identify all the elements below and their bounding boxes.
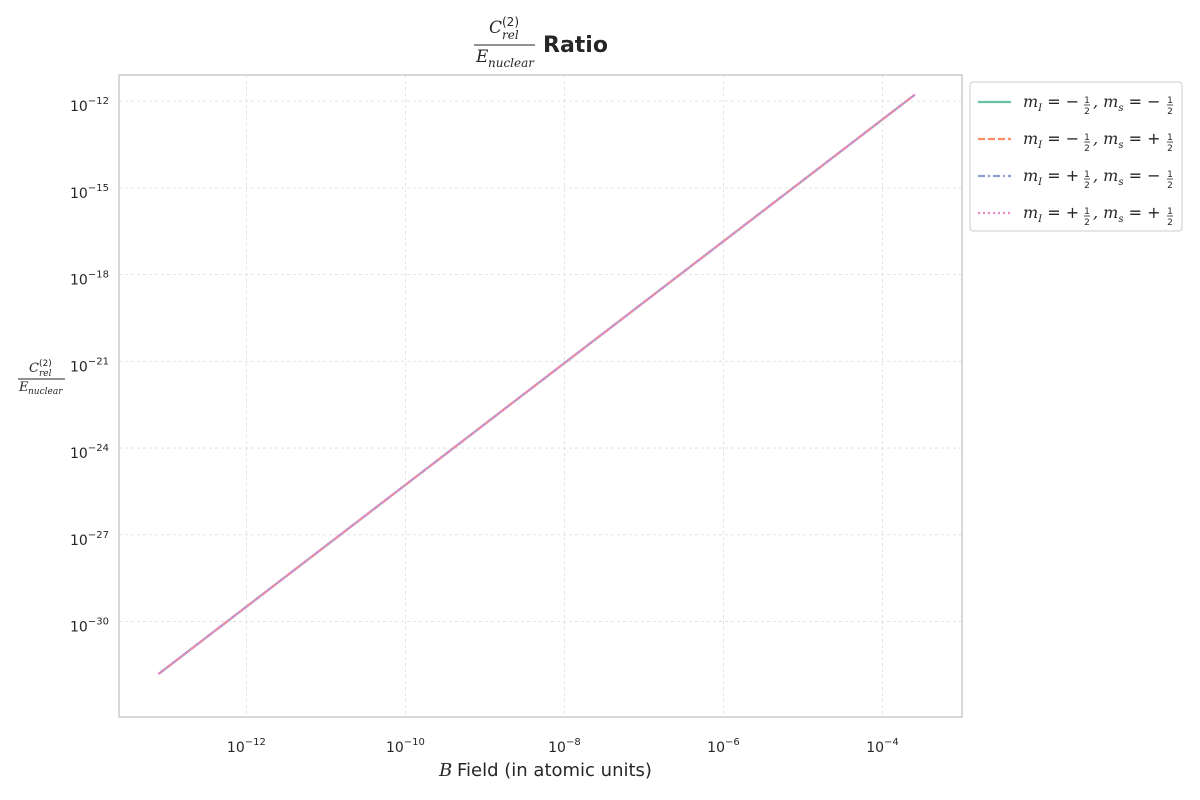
legend-entry-3: mI = +12, ms = −12 xyxy=(978,166,1173,191)
title-suffix: Ratio xyxy=(543,33,608,58)
xlabel-text: Field (in atomic units) xyxy=(457,760,652,781)
half-numerator: 1 xyxy=(1167,207,1173,217)
x-tick-label: 10−10 xyxy=(386,737,425,756)
plot-area-frame xyxy=(118,74,963,718)
legend-label-mI: mI = − xyxy=(1023,129,1079,151)
y-axis-label: C (2) rel E nuclear xyxy=(18,359,65,397)
half-denominator: 2 xyxy=(1167,107,1173,117)
x-tick-label: 10−12 xyxy=(227,737,266,756)
legend-label-ms: , ms = − xyxy=(1093,92,1160,114)
legend-entry-1: mI = −12, ms = −12 xyxy=(978,92,1173,117)
half-numerator: 1 xyxy=(1084,207,1090,217)
y-tick-label: 10−30 xyxy=(70,617,109,636)
legend-label-mI: mI = + xyxy=(1023,203,1079,225)
half-numerator: 1 xyxy=(1084,170,1090,180)
ylabel-numerator-superscript: (2) xyxy=(39,359,52,369)
title-numerator-superscript: (2) xyxy=(502,15,519,29)
half-denominator: 2 xyxy=(1084,107,1090,117)
half-numerator: 1 xyxy=(1084,96,1090,106)
series-lines xyxy=(158,94,916,675)
ylabel-numerator-base: C xyxy=(29,361,39,376)
half-denominator: 2 xyxy=(1167,144,1173,154)
half-denominator: 2 xyxy=(1167,181,1173,191)
legend-label-ms: , ms = + xyxy=(1093,203,1160,225)
legend-label-mI: mI = − xyxy=(1023,92,1079,114)
y-tick-labels: 10−12 10−15 10−18 10−21 10−24 10−27 10−30 xyxy=(70,96,109,635)
x-tick-label: 10−8 xyxy=(548,737,581,756)
xlabel-symbol: B xyxy=(438,760,452,781)
y-tick-label: 10−12 xyxy=(70,96,109,115)
half-denominator: 2 xyxy=(1084,218,1090,228)
legend-entry-2: mI = −12, ms = +12 xyxy=(978,129,1173,154)
y-tick-label: 10−21 xyxy=(70,356,109,375)
grid xyxy=(119,75,962,717)
legend-frame xyxy=(969,81,1183,232)
half-numerator: 1 xyxy=(1167,170,1173,180)
legend-label-ms: , ms = + xyxy=(1093,129,1160,151)
ylabel-denominator-subscript: nuclear xyxy=(28,387,63,397)
half-numerator: 1 xyxy=(1084,133,1090,143)
half-denominator: 2 xyxy=(1084,181,1090,191)
x-axis-label: B Field (in atomic units) xyxy=(438,760,652,781)
legend-entry-4: mI = +12, ms = +12 xyxy=(978,203,1173,228)
half-denominator: 2 xyxy=(1167,218,1173,228)
x-tick-labels: 10−12 10−10 10−8 10−6 10−4 xyxy=(227,737,899,756)
title-numerator-subscript: rel xyxy=(502,28,519,42)
half-numerator: 1 xyxy=(1167,133,1173,143)
chart-title: C (2) rel E nuclear Ratio xyxy=(474,15,608,70)
half-numerator: 1 xyxy=(1167,96,1173,106)
y-tick-label: 10−24 xyxy=(70,443,109,462)
y-tick-label: 10−18 xyxy=(70,270,109,289)
x-tick-label: 10−4 xyxy=(866,737,899,756)
legend-label-ms: , ms = − xyxy=(1093,166,1160,188)
y-tick-label: 10−15 xyxy=(70,183,109,202)
ylabel-denominator-base: E xyxy=(18,380,29,395)
y-tick-label: 10−27 xyxy=(70,530,109,549)
title-numerator-base: C xyxy=(489,18,502,38)
legend-label-mI: mI = + xyxy=(1023,166,1079,188)
title-denominator-base: E xyxy=(475,47,489,67)
series-line-4 xyxy=(158,94,916,675)
ylabel-numerator-subscript: rel xyxy=(39,369,52,379)
half-denominator: 2 xyxy=(1084,144,1090,154)
x-tick-label: 10−6 xyxy=(707,737,740,756)
title-denominator-subscript: nuclear xyxy=(488,56,535,70)
